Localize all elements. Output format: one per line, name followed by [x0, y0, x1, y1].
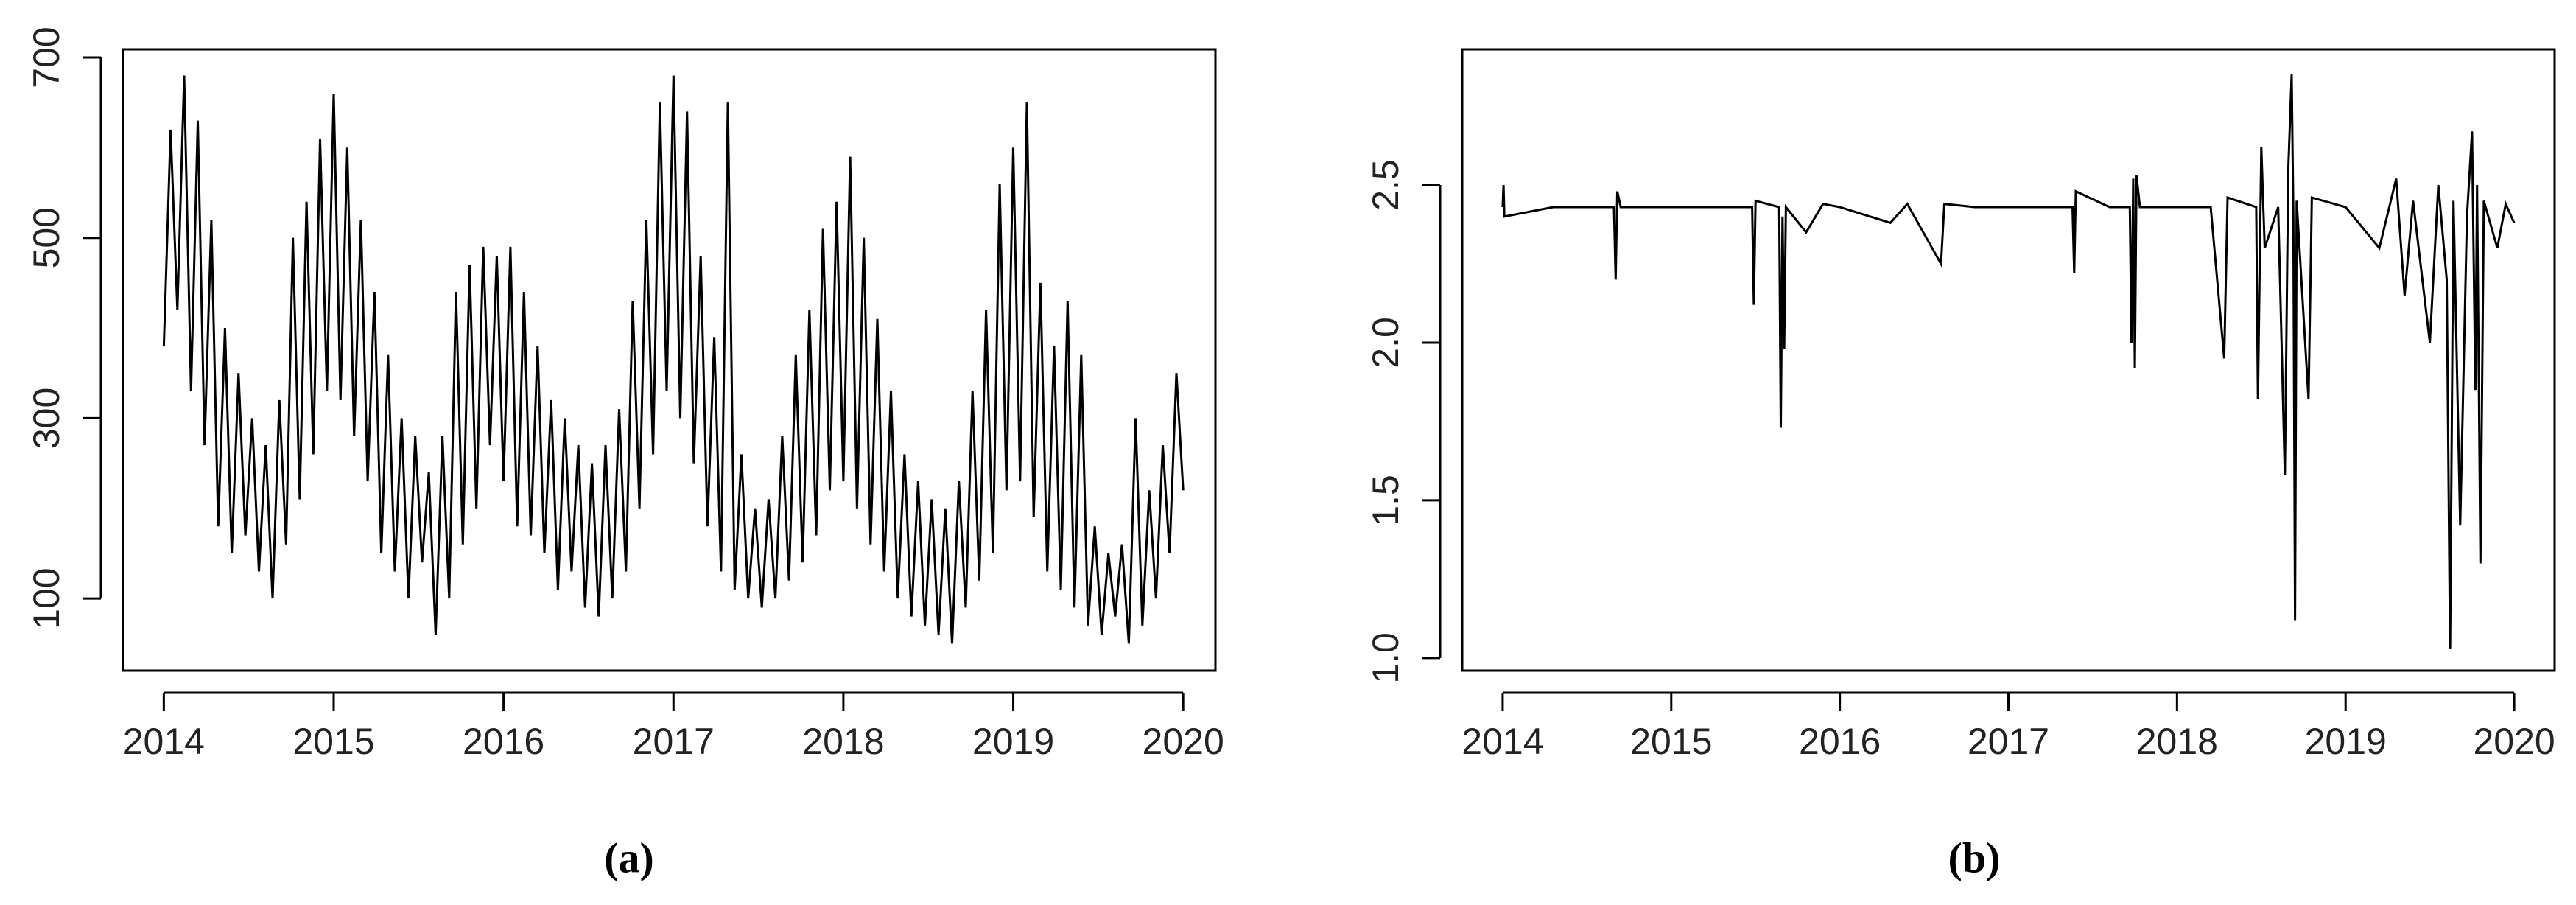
plot-box: [122, 48, 1217, 672]
y-tick-label: 2.5: [1365, 159, 1406, 211]
panel-caption: (a): [604, 834, 654, 881]
x-tick-label: 2017: [633, 721, 715, 762]
x-tick-label: 2019: [972, 721, 1054, 762]
y-tick-label: 2.0: [1365, 317, 1406, 368]
plot-box: [1461, 48, 2556, 672]
y-tick-label: 100: [26, 567, 67, 629]
x-tick-label: 2016: [1799, 721, 1881, 762]
y-tick-label: 700: [26, 27, 67, 88]
x-tick-label: 2019: [2305, 721, 2387, 762]
x-tick-label: 2020: [2473, 721, 2555, 762]
data-line: [162, 75, 1185, 644]
x-tick-label: 2015: [1630, 721, 1712, 762]
y-tick-label: 500: [26, 207, 67, 268]
x-tick-label: 2014: [1461, 721, 1543, 762]
x-tick-label: 2016: [463, 721, 544, 762]
x-tick-label: 2020: [1143, 721, 1224, 762]
y-tick-label: 300: [26, 388, 67, 449]
data-line: [1501, 74, 2516, 649]
panel-caption: (b): [1948, 834, 2001, 881]
y-tick-label: 1.5: [1365, 475, 1406, 526]
x-tick-label: 2015: [292, 721, 374, 762]
x-tick-label: 2014: [123, 721, 205, 762]
y-tick-label: 1.0: [1365, 632, 1406, 684]
x-tick-label: 2018: [802, 721, 884, 762]
x-tick-label: 2017: [1968, 721, 2049, 762]
x-tick-label: 2018: [2136, 721, 2218, 762]
